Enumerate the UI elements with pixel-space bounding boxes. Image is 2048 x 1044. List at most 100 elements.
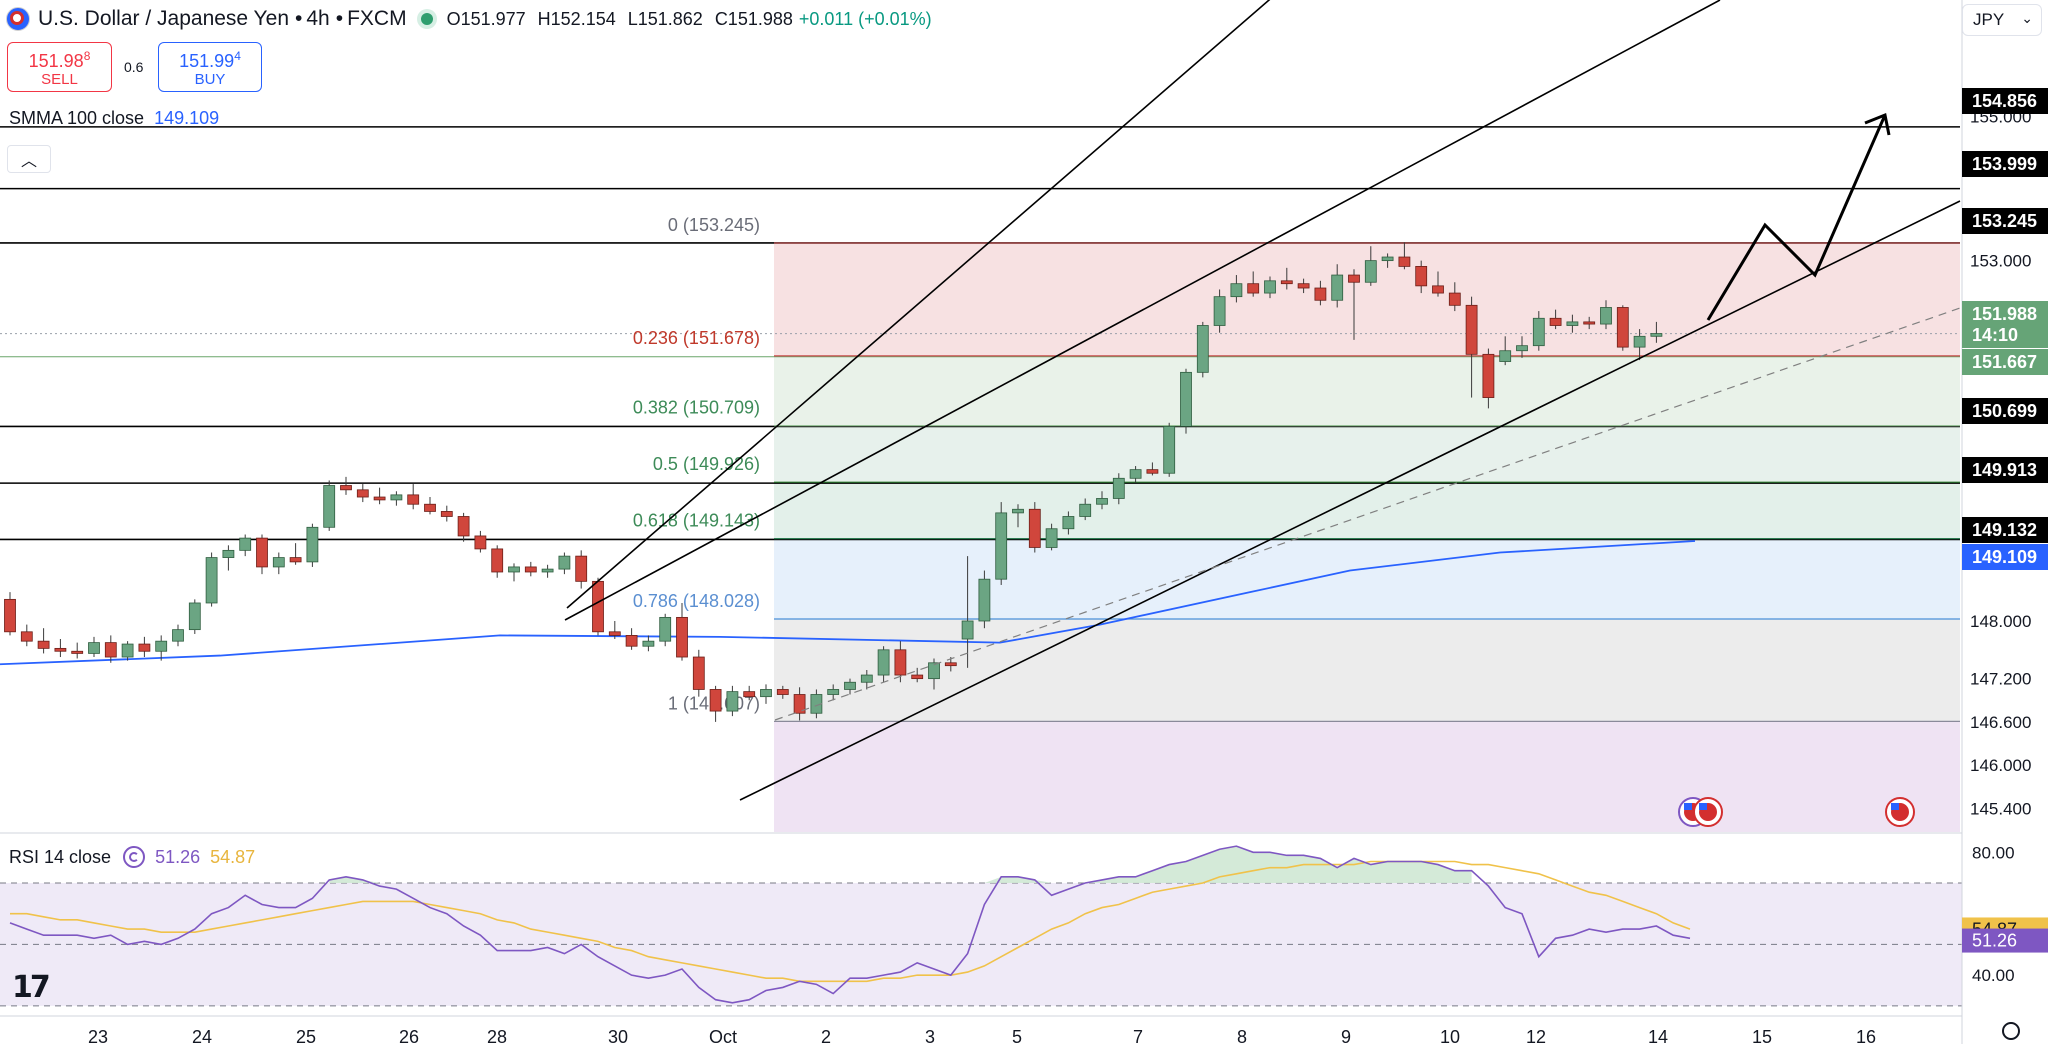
candle-body — [71, 650, 84, 654]
time-axis-tick: 16 — [1856, 1027, 1876, 1044]
candle-body — [1297, 283, 1310, 289]
candle-body — [340, 485, 352, 491]
candle-body — [54, 647, 67, 652]
candle-body — [306, 526, 319, 563]
candle-body — [474, 535, 487, 550]
ohlc-open: O151.977 — [446, 8, 526, 29]
fib-zone — [774, 482, 1960, 539]
time-axis-tick: 23 — [88, 1027, 108, 1044]
chevron-up-icon: ︿ — [20, 153, 37, 170]
candle-body — [373, 496, 386, 501]
market-open-status-icon — [420, 13, 433, 25]
fib-label: 0 (153.245) — [668, 215, 760, 235]
time-axis[interactable]: 23 24 25 26 28 30 Oct 2 3 5 7 8 9 10 12 14 15 16 — [0, 1015, 1962, 1044]
price-axis-tick: 145.400 — [1970, 799, 2031, 818]
candle-body — [1566, 321, 1579, 326]
rsi-label: RSI 14 close — [9, 846, 112, 867]
candle-body — [1348, 274, 1360, 283]
usd-jpy-flag-icon — [6, 7, 30, 31]
time-axis-tick: 15 — [1752, 1027, 1772, 1044]
ohlc-low: L151.862 — [627, 8, 703, 29]
symbol-header: U.S. Dollar / Japanese Yen • 4h • FXCM O… — [6, 4, 932, 34]
spread-value: 0.6 — [124, 59, 144, 75]
price-label-bg — [1962, 322, 2048, 348]
fibonacci-zones — [774, 242, 1960, 832]
candle-body — [676, 616, 688, 658]
buy-button[interactable]: 151.994 BUY — [158, 42, 262, 92]
candle-body — [709, 689, 722, 712]
candle-body — [760, 689, 772, 698]
candle-body — [104, 642, 117, 658]
candle-body — [1196, 325, 1209, 373]
indicator-loading-icon — [123, 846, 146, 868]
smma-100-line — [0, 540, 1696, 666]
fib-label: 0.382 (150.709) — [633, 398, 760, 418]
candle-body — [726, 691, 739, 712]
candle-body — [961, 620, 974, 640]
price-axis-tick: 146.600 — [1970, 713, 2031, 732]
fib-zone — [774, 425, 1960, 483]
rsi-legend[interactable]: RSI 14 close 51.26 54.87 — [9, 846, 255, 868]
candle-body — [172, 629, 184, 642]
candle-body — [508, 566, 520, 573]
candle-body — [1146, 469, 1159, 474]
price-label: 14:10 — [1972, 325, 2018, 345]
candle-body — [1583, 321, 1596, 325]
price-label: 151.667 — [1972, 352, 2037, 372]
fib-zone — [774, 242, 1960, 356]
candle-body — [911, 674, 924, 680]
candle-body — [575, 555, 588, 582]
rsi-axis-tick: 80.00 — [1972, 843, 2015, 862]
smma-legend[interactable]: SMMA 100 close 149.109 — [9, 108, 219, 129]
sell-price: 151.988 — [28, 48, 91, 71]
time-axis-tick: 5 — [1012, 1027, 1022, 1044]
candle-body — [1650, 333, 1663, 337]
candle-body — [592, 580, 604, 633]
candle-body — [659, 616, 672, 642]
tradingview-logo-icon[interactable]: 17 — [12, 970, 51, 1005]
collapse-legend-button[interactable]: ︿ — [7, 145, 51, 173]
price-label-bg — [1962, 544, 2048, 570]
candle-body — [827, 689, 840, 695]
projection-arrow-path — [1706, 114, 1887, 321]
time-axis-tick: 26 — [399, 1027, 419, 1044]
candlesticks — [4, 242, 1663, 722]
candle-body — [1482, 353, 1495, 398]
fib-zone — [774, 538, 1960, 619]
candle-body — [1028, 508, 1041, 548]
price-label: 153.999 — [1972, 154, 2037, 174]
interval[interactable]: 4h — [306, 7, 330, 30]
candle-body — [205, 557, 218, 604]
candle-body — [407, 494, 420, 505]
sell-label: SELL — [41, 70, 78, 88]
candle-body — [457, 516, 470, 537]
candle-body — [222, 549, 235, 558]
price-label-bg — [1962, 208, 2048, 234]
event-flags[interactable] — [1678, 797, 1915, 827]
time-axis-tick: 8 — [1237, 1027, 1247, 1044]
price-axis-tick: 148.000 — [1970, 612, 2031, 631]
candle-body — [188, 602, 201, 631]
symbol-name[interactable]: U.S. Dollar / Japanese Yen — [38, 7, 289, 30]
candle-body — [608, 631, 621, 636]
candle-body — [524, 566, 537, 573]
rsi-line — [9, 845, 1691, 1004]
rsi-value: 51.26 — [155, 846, 201, 867]
fib-zone-extension — [774, 721, 1960, 832]
candle-body — [491, 548, 504, 573]
settings-gear-icon[interactable] — [2002, 1022, 2020, 1040]
buy-label: BUY — [194, 70, 226, 88]
time-axis-tick: 7 — [1133, 1027, 1143, 1044]
time-axis-tick: 28 — [487, 1027, 507, 1044]
price-axis[interactable]: 155.000153.000151.000148.000147.200146.6… — [1961, 0, 2048, 1044]
sell-button[interactable]: 151.988 SELL — [7, 42, 112, 92]
currency-select[interactable]: JPY ⌄ — [1962, 4, 2042, 36]
price-label: 149.109 — [1972, 547, 2037, 567]
trendlines[interactable] — [564, 0, 1961, 801]
price-change: +0.011 (+0.01%) — [798, 8, 932, 29]
candle-body — [390, 494, 403, 501]
candle-body — [1314, 287, 1327, 301]
price-label-bg — [1962, 457, 2048, 483]
rsi-axis-tick: 40.00 — [1972, 966, 2015, 985]
